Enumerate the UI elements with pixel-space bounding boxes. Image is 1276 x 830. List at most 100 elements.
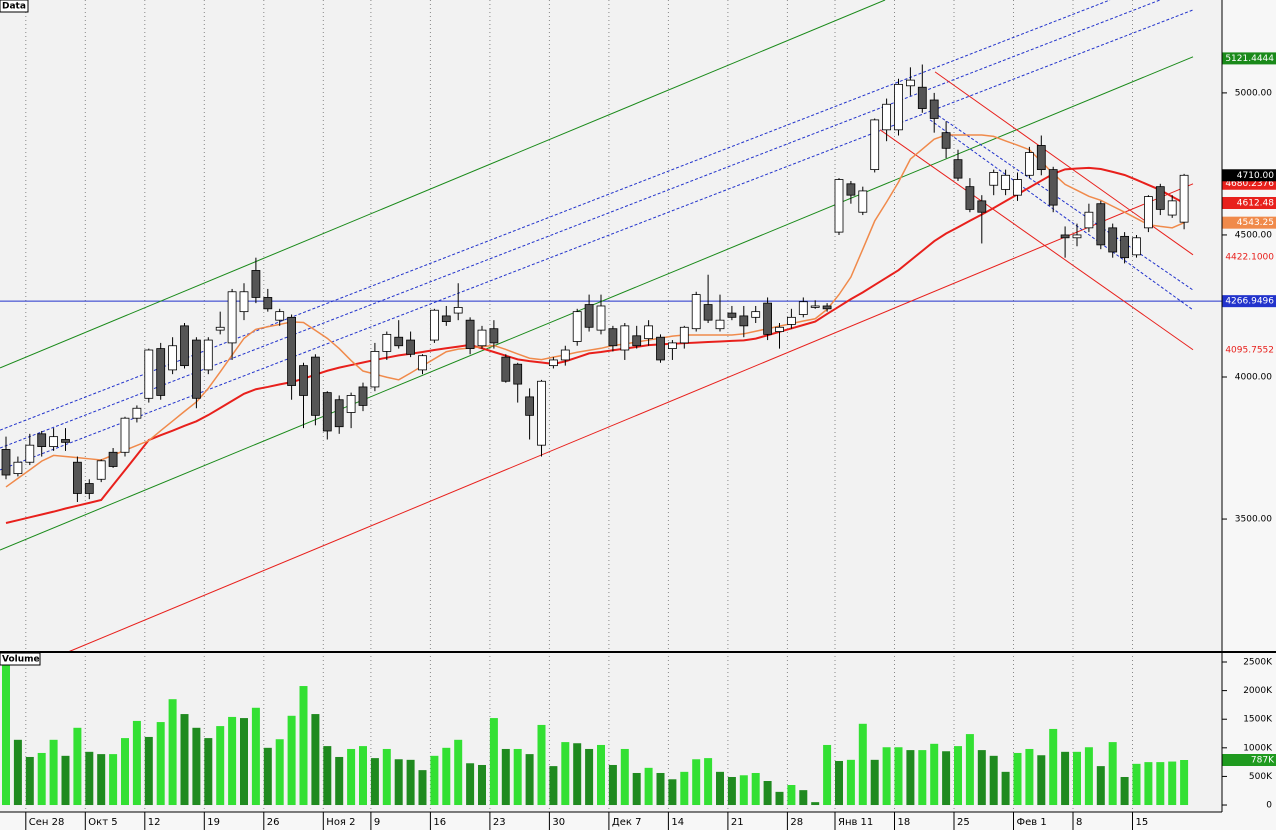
candle-body: [489, 328, 499, 344]
candle-body: [810, 305, 820, 308]
volume-bar: [894, 747, 903, 806]
volume-bar: [680, 771, 689, 806]
volume-bar: [1108, 742, 1117, 806]
volume-bar: [49, 739, 58, 806]
candle-body: [156, 348, 166, 396]
trend-line: [0, 0, 886, 369]
price-marker-box: [1222, 295, 1276, 308]
y-tick-label: 1000K: [1243, 743, 1273, 753]
volume-bar: [73, 727, 82, 806]
candle-body: [1155, 186, 1165, 210]
y-tick-label: 3500.00: [1235, 515, 1272, 525]
volume-bar: [251, 707, 260, 806]
volume-bar: [823, 744, 832, 806]
volume-bar: [989, 755, 998, 806]
y-tick-label: 2000K: [1243, 686, 1273, 696]
volume-bar: [870, 759, 879, 806]
volume-bar: [704, 758, 713, 806]
price-marker-label: 4095.7552: [1225, 345, 1274, 355]
x-tick-label: 18: [898, 817, 911, 828]
volume-bar: [727, 776, 736, 806]
volume-bar: [739, 775, 748, 806]
volume-bar: [954, 746, 962, 806]
volume-bar: [858, 723, 867, 806]
price-marker-label: 4266.9496: [1225, 297, 1274, 307]
volume-bar: [620, 748, 629, 806]
candle-body: [132, 407, 142, 419]
x-tick-label: 28: [790, 817, 803, 828]
candle-body: [49, 436, 58, 447]
trend-line: [929, 119, 1194, 311]
volume-bar: [359, 746, 367, 806]
candle-body: [477, 329, 487, 347]
volume-bar: [97, 754, 106, 806]
volume-bar: [787, 784, 796, 806]
candle-body: [25, 444, 35, 463]
candle-body: [73, 461, 82, 494]
candle-body: [929, 99, 939, 119]
candle-body: [180, 325, 189, 367]
candle-body: [382, 333, 392, 352]
moving-average: [5, 166, 1185, 524]
volume-bar: [942, 751, 951, 806]
candle-body: [346, 395, 356, 413]
volume-bar: [525, 754, 534, 806]
candle-body: [632, 335, 642, 347]
volume-bar: [561, 742, 570, 806]
candle-body: [394, 336, 404, 347]
y-tick-label: 1500K: [1243, 715, 1273, 725]
x-tick-label: 30: [552, 817, 565, 828]
price-marker-label: 4680.2376: [1225, 179, 1274, 189]
volume-bar: [394, 759, 403, 806]
volume-bar: [513, 748, 522, 806]
x-tick-label: 23: [493, 817, 506, 828]
volume-bar: [323, 746, 332, 806]
volume-bar: [751, 772, 760, 806]
volume-bar: [1084, 747, 1093, 806]
candle-body: [691, 294, 701, 330]
panel-title-box: [0, 652, 41, 666]
candle-body: [965, 186, 975, 210]
candle-body: [977, 200, 987, 213]
volume-bar: [585, 748, 594, 806]
volume-bar: [1061, 751, 1070, 806]
volume-bar: [454, 739, 463, 806]
candle-body: [144, 349, 154, 399]
price-marker-box: [1222, 754, 1276, 767]
volume-bar: [1001, 771, 1010, 806]
volume-bar: [204, 738, 213, 806]
volume-bar: [775, 791, 784, 806]
y-tick-label: 5000.00: [1235, 88, 1272, 98]
volume-bar: [25, 756, 34, 806]
candle-body: [1025, 152, 1034, 176]
price-marker-label: 4543.25: [1237, 218, 1274, 228]
candle-body: [358, 386, 368, 406]
x-tick-label: Сен 28: [29, 817, 65, 828]
volume-bar: [144, 736, 153, 806]
volume-bar: [132, 720, 141, 806]
candle-body: [858, 190, 868, 213]
price-marker-label: 4612.48: [1237, 198, 1274, 208]
volume-bar: [240, 718, 248, 806]
volume-bar: [335, 756, 344, 806]
candle-body: [906, 79, 915, 87]
candle-body: [560, 349, 570, 361]
candle-body: [429, 309, 439, 341]
x-tick-label: 19: [207, 817, 220, 828]
candle-body: [703, 304, 713, 321]
candle-body: [751, 311, 761, 318]
candle-body: [191, 339, 201, 399]
volume-bar: [13, 739, 22, 806]
candle-body: [1167, 200, 1177, 216]
candle-body: [263, 297, 273, 310]
volume-bar: [275, 739, 284, 806]
volume-bar: [311, 714, 320, 806]
candle-body: [953, 159, 963, 179]
candle-body: [572, 311, 582, 342]
candle-body: [251, 270, 261, 298]
x-tick-label: Фев 1: [1017, 817, 1047, 828]
volume-bar: [156, 722, 165, 806]
candle-body: [763, 302, 772, 335]
volume-bar: [799, 790, 808, 806]
volume-bar: [692, 759, 701, 806]
